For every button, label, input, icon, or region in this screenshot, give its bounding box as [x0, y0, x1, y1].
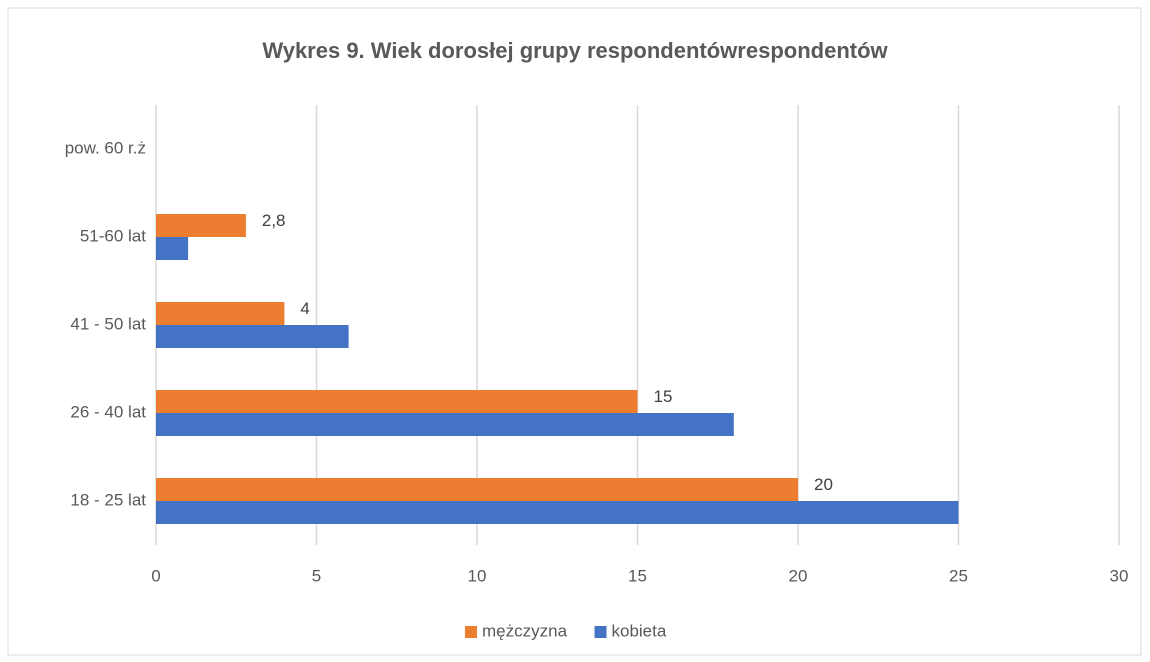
x-tick-label: 5: [312, 566, 321, 585]
bar: [156, 214, 246, 237]
bar: [156, 390, 638, 413]
legend-swatch: [594, 626, 607, 638]
x-tick-label: 10: [468, 566, 487, 585]
value-label: 2,8: [262, 211, 286, 230]
bar: [156, 237, 189, 260]
chart-title: Wykres 9. Wiek dorosłej grupy respondent…: [262, 38, 888, 63]
bar: [156, 501, 959, 524]
bar: [156, 325, 349, 348]
legend-label: mężczyzna: [482, 621, 568, 640]
y-tick-label: 26 - 40 lat: [70, 402, 146, 421]
x-tick-label: 15: [628, 566, 647, 585]
bar: [156, 413, 734, 436]
bar: [156, 478, 798, 501]
y-tick-label: 41 - 50 lat: [70, 314, 146, 333]
y-tick-label: 18 - 25 lat: [70, 490, 146, 509]
x-tick-label: 25: [949, 566, 968, 585]
legend-swatch: [465, 626, 477, 638]
x-tick-label: 30: [1110, 566, 1129, 585]
value-label: 15: [654, 387, 673, 406]
legend-label: kobieta: [612, 621, 667, 640]
bar: [156, 302, 285, 325]
y-tick-label: 51-60 lat: [80, 226, 146, 245]
value-label: 20: [814, 475, 833, 494]
x-tick-label: 20: [789, 566, 808, 585]
y-tick-label: pow. 60 r.ż: [65, 138, 146, 157]
x-tick-label: 0: [151, 566, 160, 585]
value-label: 4: [300, 299, 309, 318]
